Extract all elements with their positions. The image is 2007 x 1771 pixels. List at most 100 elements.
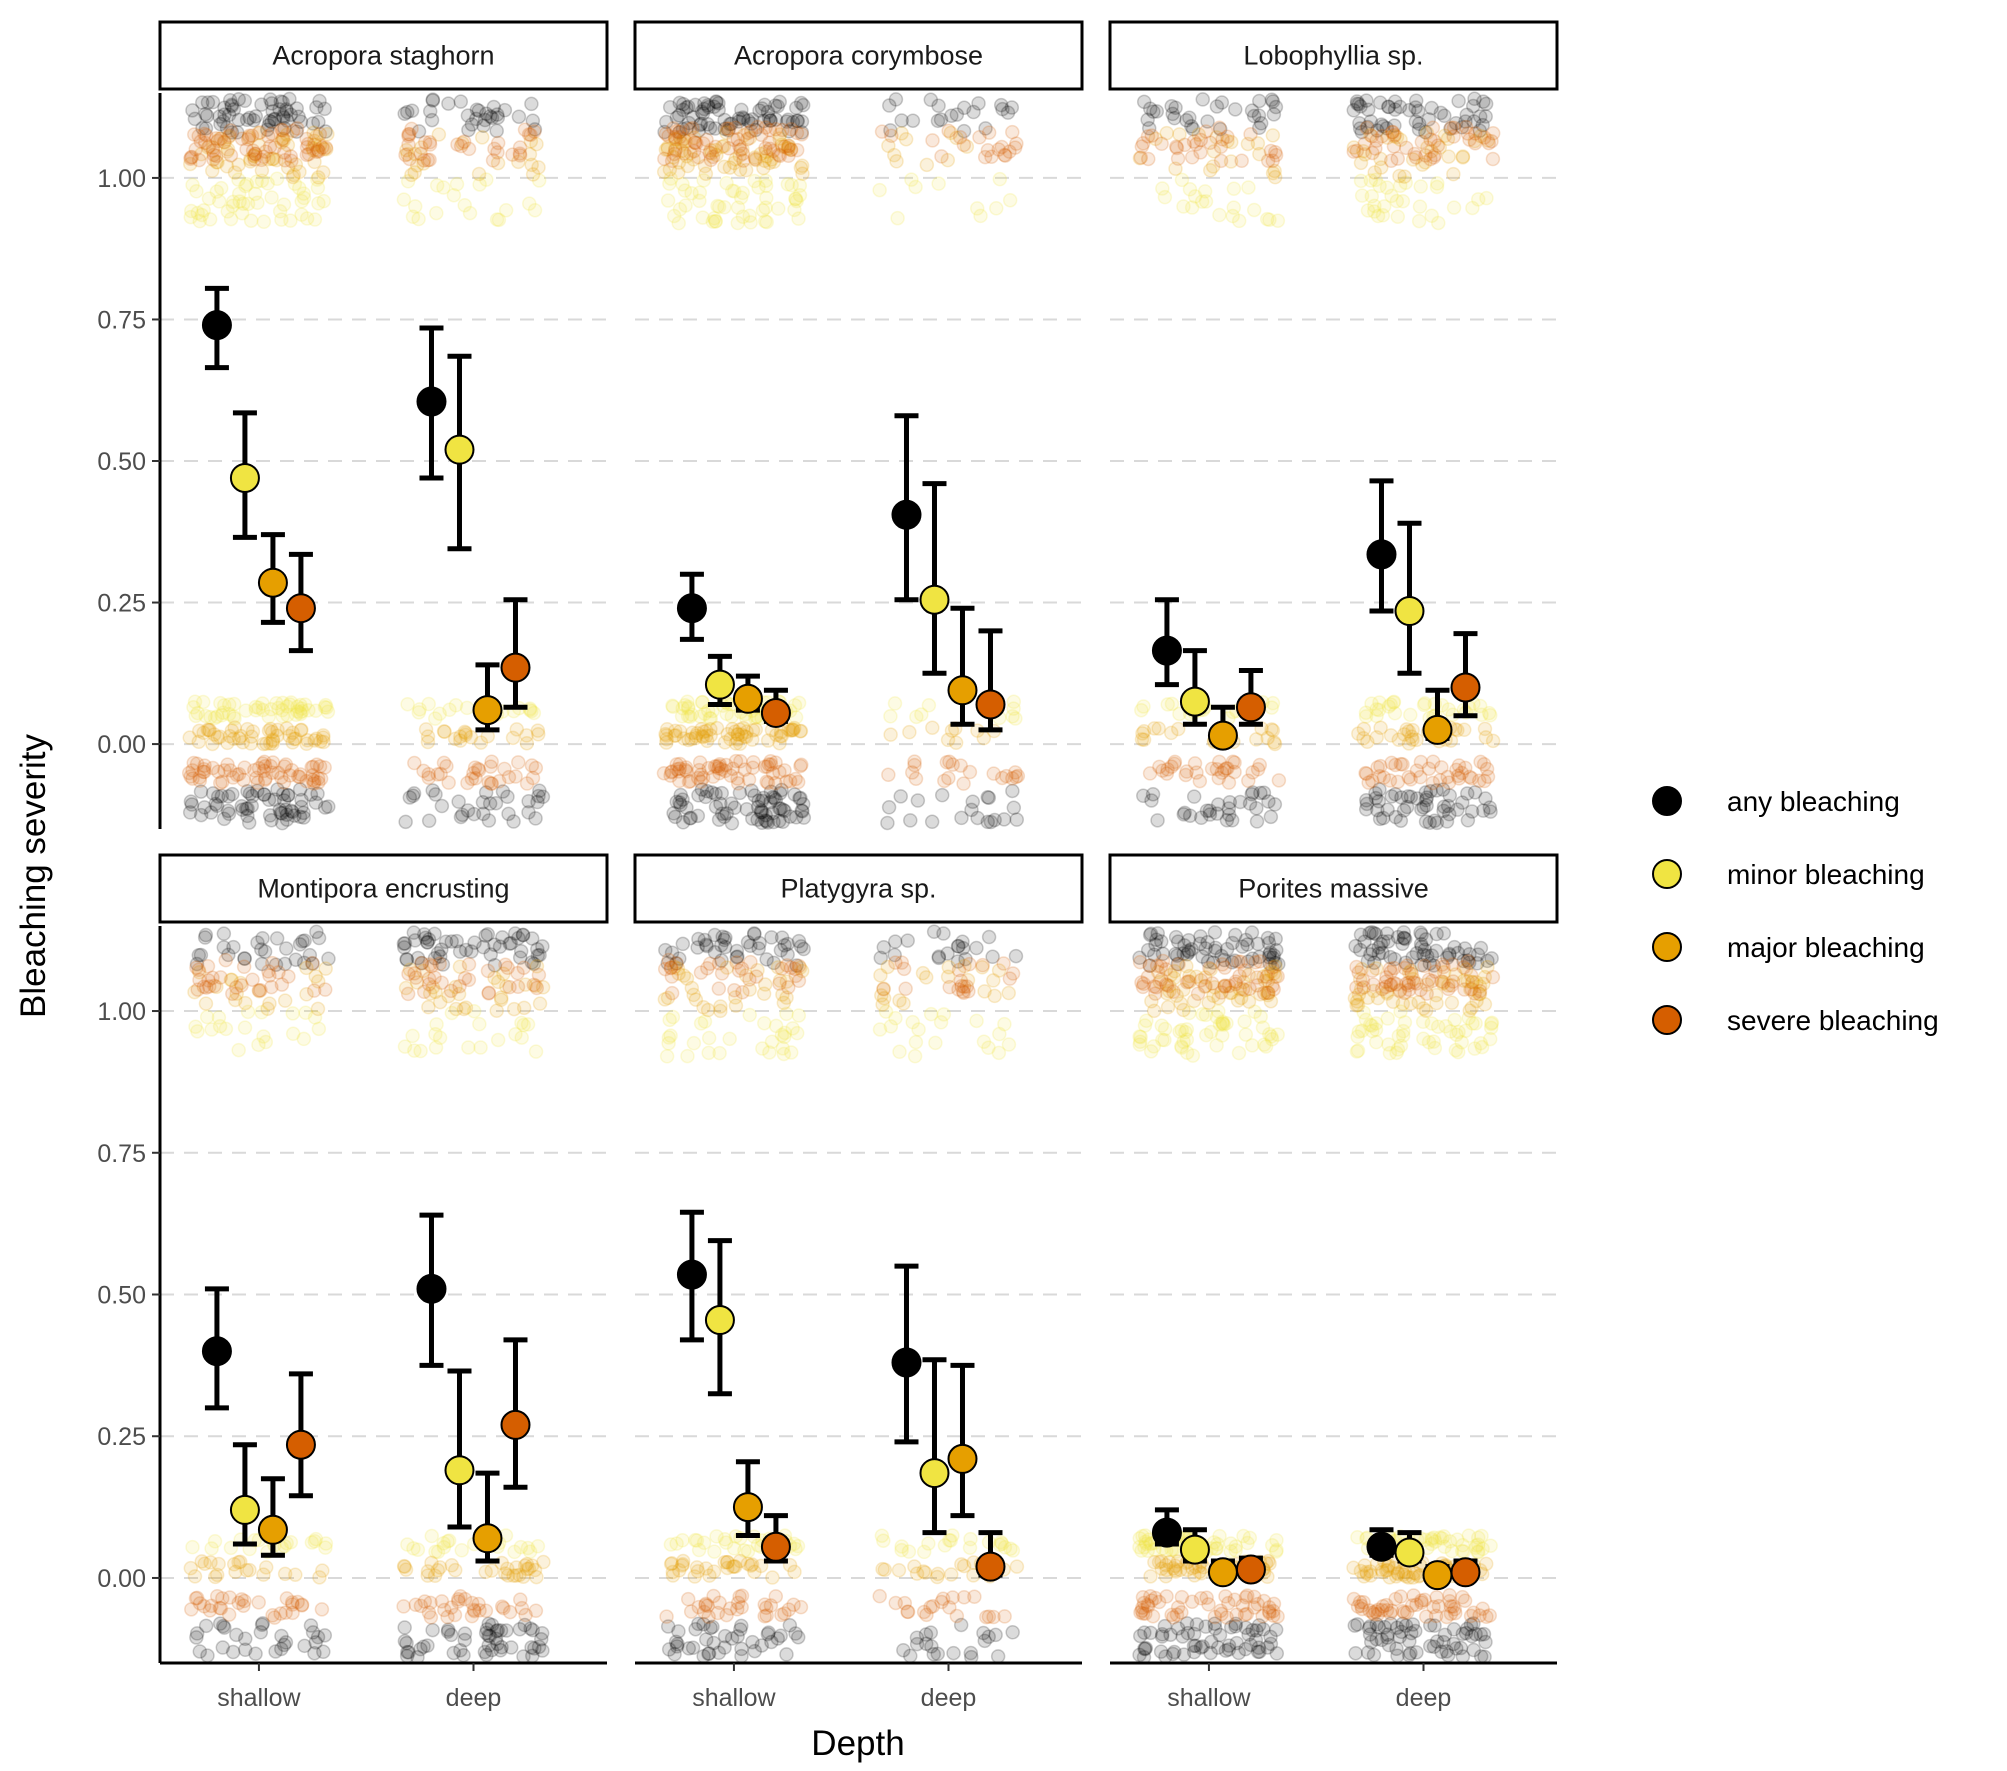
raw-point — [1136, 136, 1151, 151]
raw-point — [1000, 105, 1016, 120]
raw-point — [1483, 1020, 1499, 1036]
raw-point — [218, 1021, 234, 1037]
raw-point — [312, 137, 328, 153]
raw-point — [900, 933, 915, 948]
panel-acropora-staghorn: Acropora staghorn 0.00 0.25 0.50 0.75 1.00 — [97, 20, 609, 831]
raw-point — [717, 159, 732, 175]
raw-point — [490, 1032, 506, 1048]
raw-point — [706, 1588, 721, 1604]
raw-point — [908, 1034, 924, 1050]
raw-point — [240, 801, 255, 817]
raw-point — [1238, 1620, 1254, 1635]
raw-point — [222, 763, 238, 778]
raw-point — [274, 122, 289, 137]
raw-point — [234, 205, 250, 221]
raw-point — [448, 1001, 464, 1017]
raw-point — [224, 723, 240, 738]
raw-point — [407, 966, 422, 981]
mean-point-minor-bleaching — [704, 1305, 735, 1336]
raw-point — [198, 927, 214, 943]
raw-point — [894, 955, 910, 970]
raw-point — [1389, 1045, 1404, 1061]
raw-point — [258, 1034, 274, 1050]
raw-point — [201, 191, 217, 206]
raw-point — [696, 1604, 712, 1620]
raw-point — [506, 1001, 522, 1017]
raw-point — [728, 998, 744, 1013]
raw-point — [205, 970, 220, 986]
raw-point — [1149, 979, 1164, 995]
raw-point — [680, 1048, 695, 1064]
raw-point — [659, 721, 675, 737]
raw-point — [524, 703, 539, 719]
raw-point — [471, 762, 487, 778]
raw-point — [216, 698, 232, 713]
raw-point — [423, 1610, 439, 1625]
raw-point — [532, 996, 548, 1011]
raw-point — [1231, 1645, 1247, 1661]
raw-point — [773, 942, 789, 958]
raw-point — [760, 815, 776, 830]
raw-point — [212, 194, 227, 209]
raw-point — [411, 211, 426, 227]
raw-point — [189, 1590, 205, 1606]
raw-point — [294, 207, 309, 222]
raw-point — [209, 798, 225, 813]
raw-point — [318, 961, 333, 976]
raw-point — [1208, 940, 1223, 956]
raw-point — [696, 1000, 711, 1015]
raw-point — [1264, 722, 1279, 737]
raw-point — [272, 102, 287, 117]
mean-point-any-bleaching — [676, 593, 707, 624]
raw-point — [276, 110, 291, 125]
raw-point — [724, 816, 740, 831]
raw-point — [965, 794, 981, 809]
y-tick-label: 0.25 — [97, 590, 146, 618]
mean-point-minor-bleaching — [919, 1458, 950, 1489]
raw-point — [1431, 215, 1446, 231]
raw-point — [262, 736, 278, 751]
raw-point — [1241, 773, 1256, 789]
raw-point — [945, 1528, 960, 1543]
raw-point — [286, 167, 302, 183]
raw-point — [460, 108, 476, 123]
raw-point — [242, 110, 257, 126]
raw-point — [396, 192, 412, 207]
y-tick-label: 1.00 — [97, 165, 146, 193]
raw-point — [283, 213, 298, 228]
raw-point — [243, 154, 258, 169]
raw-point — [434, 798, 450, 814]
raw-point — [1481, 705, 1497, 721]
raw-point — [285, 804, 300, 820]
raw-point — [535, 939, 550, 954]
raw-point — [234, 798, 249, 814]
raw-point — [401, 127, 416, 142]
raw-point — [1365, 963, 1380, 978]
raw-point — [708, 139, 723, 155]
raw-point — [907, 1048, 923, 1064]
raw-point — [1454, 765, 1470, 781]
raw-point — [975, 957, 990, 973]
raw-point — [1134, 975, 1149, 990]
raw-point — [199, 1009, 215, 1025]
raw-point — [766, 143, 781, 159]
raw-point — [796, 941, 811, 957]
raw-point — [1214, 95, 1230, 110]
raw-point — [498, 203, 514, 218]
raw-point — [408, 1597, 423, 1613]
mean-point-major-bleaching — [257, 1514, 288, 1545]
raw-point — [192, 770, 207, 785]
raw-point — [221, 129, 236, 145]
raw-point — [918, 1627, 934, 1642]
raw-point — [190, 205, 205, 221]
raw-point — [1150, 813, 1165, 828]
raw-point — [300, 732, 315, 748]
raw-point — [197, 764, 212, 780]
raw-point — [263, 758, 278, 774]
raw-point — [239, 112, 255, 128]
x-axis-title: Depth — [811, 1724, 904, 1763]
raw-point — [955, 940, 971, 956]
raw-point — [1388, 809, 1403, 825]
raw-point — [222, 697, 237, 712]
raw-point — [454, 1543, 469, 1558]
